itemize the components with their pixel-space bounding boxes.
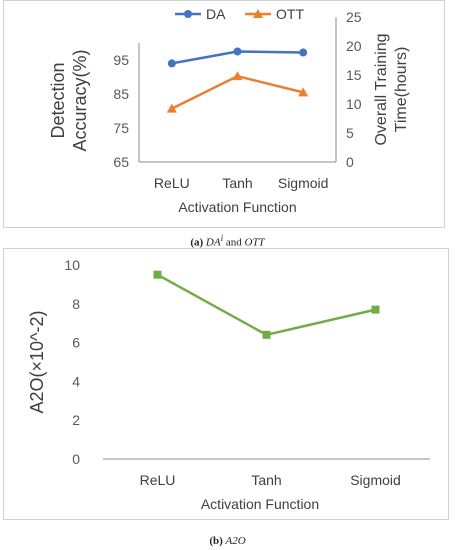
series-ott-point	[232, 71, 243, 81]
chart-a-frame	[3, 0, 445, 228]
y-tick-label: 8	[72, 296, 80, 312]
caption-b-label: (b)	[209, 535, 223, 547]
panel-a: 65 75 85 95 0 5 10 15 20 25 ReLU Tanh Sigmoid Activat…	[0, 0, 455, 230]
y-tick-right-label: 5	[346, 125, 354, 141]
series-ott-point	[166, 103, 177, 113]
series-a2o-point	[371, 305, 380, 314]
x-tick-label: ReLU	[140, 472, 176, 488]
y-axis-right-title-line: Time(hours)	[393, 47, 410, 133]
chart-b-frame	[3, 248, 449, 520]
series-ott-line	[171, 74, 304, 110]
caption-a-da: DA	[205, 236, 221, 249]
caption-a-sup: i	[220, 233, 224, 243]
y-axis-left-title: Detection Accuracy(%)	[48, 49, 90, 151]
y-tick-right-label: 15	[346, 67, 362, 83]
caption-a-and: and	[223, 236, 245, 249]
y-tick-label: 2	[72, 412, 80, 428]
y-tick-left-label: 65	[113, 154, 129, 170]
x-axis-title: Activation Function	[178, 199, 296, 215]
y-axis-right-title: Overall Training Time(hours)	[373, 33, 410, 145]
y-tick-label: 10	[64, 257, 80, 273]
y-axis-right-title-line: Overall Training	[373, 33, 390, 145]
series-da-point	[167, 59, 176, 68]
series-a2o-line	[156, 273, 376, 337]
series-da-point	[299, 48, 308, 57]
series-a2o-point	[153, 270, 162, 279]
chart-b-svg: 0 2 4 6 8 10 ReLU Tanh Sigmoid Activation Functio…	[27, 257, 430, 512]
legend-swatch-marker	[253, 9, 263, 18]
x-tick-label: Tanh	[222, 175, 252, 191]
x-tick-label: Sigmoid	[278, 175, 329, 191]
caption-b-text: A2O	[225, 535, 246, 547]
y-axis-left-title-line: Detection	[48, 62, 68, 138]
y-tick-right-label: 0	[346, 154, 354, 170]
y-tick-left-label: 85	[113, 86, 129, 102]
y-tick-right-label: 25	[346, 9, 362, 25]
y-tick-right-label: 10	[346, 96, 362, 112]
x-tick-label: Tanh	[251, 472, 281, 488]
y-tick-label: 6	[72, 335, 80, 351]
y-tick-left-label: 75	[113, 120, 129, 136]
y-tick-left-label: 95	[113, 52, 129, 68]
legend-label: OTT	[276, 6, 304, 22]
x-axis-title: Activation Function	[201, 496, 319, 512]
series-da-point	[233, 47, 242, 56]
x-tick-label: ReLU	[154, 175, 190, 191]
caption-b: (b) A2O	[0, 535, 455, 547]
y-axis-left-title-line: Accuracy(%)	[70, 49, 90, 151]
caption-a: (a) DAi and OTT	[0, 233, 455, 249]
series-ott-point	[298, 87, 309, 97]
chart-a-svg: 65 75 85 95 0 5 10 15 20 25 ReLU Tanh Sigmoid Activat…	[48, 6, 410, 215]
x-tick-label: Sigmoid	[350, 472, 401, 488]
caption-a-ott: OTT	[244, 236, 265, 249]
y-axis-title: A2O(×10^-2)	[27, 311, 47, 414]
caption-a-label: (a)	[190, 236, 204, 249]
panel-b: 0 2 4 6 8 10 ReLU Tanh Sigmoid Activation Functio…	[0, 248, 455, 550]
y-tick-label: 0	[72, 451, 80, 467]
y-tick-right-label: 20	[346, 38, 362, 54]
legend-label: DA	[206, 6, 226, 22]
legend-swatch-marker	[184, 10, 192, 18]
series-a2o-point	[262, 330, 271, 339]
y-tick-label: 4	[72, 373, 80, 389]
